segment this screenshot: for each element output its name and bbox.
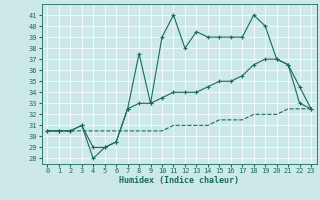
X-axis label: Humidex (Indice chaleur): Humidex (Indice chaleur) [119, 176, 239, 185]
